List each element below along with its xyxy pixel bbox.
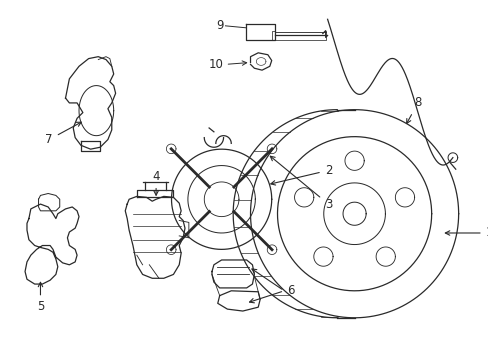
Text: 6: 6 — [286, 284, 294, 297]
Text: 1: 1 — [445, 226, 488, 239]
Text: 3: 3 — [270, 156, 331, 211]
Text: 8: 8 — [406, 96, 421, 123]
Text: 7: 7 — [45, 122, 81, 146]
Text: 2: 2 — [270, 164, 331, 185]
Text: 5: 5 — [37, 282, 44, 314]
Text: 4: 4 — [152, 170, 160, 195]
Text: 10: 10 — [208, 58, 223, 71]
Text: 9: 9 — [216, 19, 223, 32]
